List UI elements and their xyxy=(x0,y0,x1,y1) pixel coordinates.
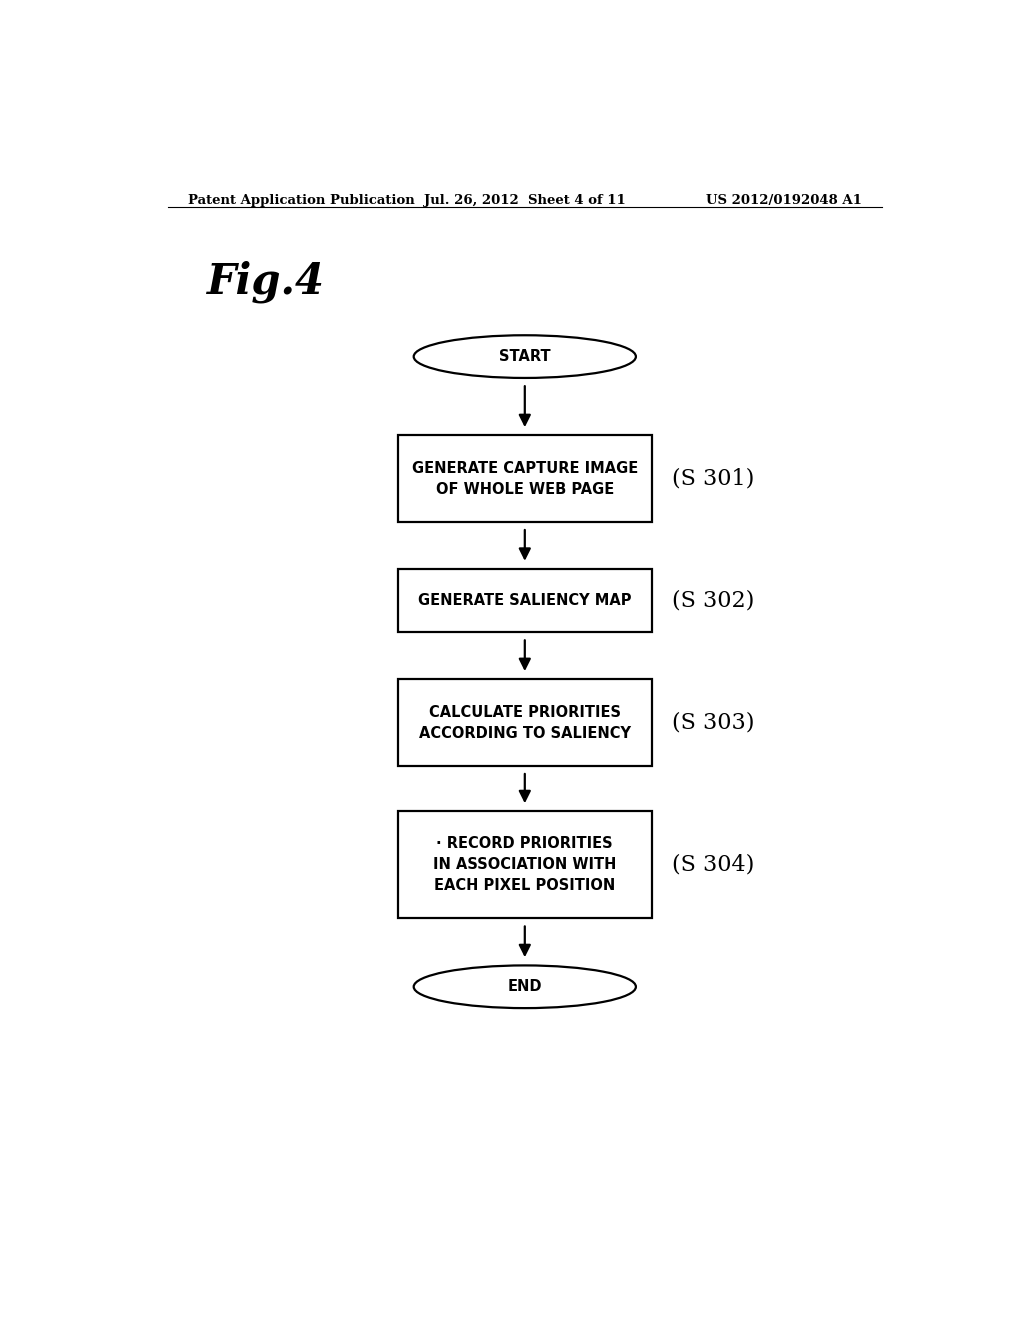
Ellipse shape xyxy=(414,335,636,378)
Text: START: START xyxy=(499,348,551,364)
Text: GENERATE CAPTURE IMAGE
OF WHOLE WEB PAGE: GENERATE CAPTURE IMAGE OF WHOLE WEB PAGE xyxy=(412,461,638,496)
Bar xyxy=(397,569,651,632)
Text: · RECORD PRIORITIES
IN ASSOCIATION WITH
EACH PIXEL POSITION: · RECORD PRIORITIES IN ASSOCIATION WITH … xyxy=(433,837,616,894)
Text: (S 301): (S 301) xyxy=(672,467,754,490)
Text: GENERATE SALIENCY MAP: GENERATE SALIENCY MAP xyxy=(418,593,632,609)
Text: US 2012/0192048 A1: US 2012/0192048 A1 xyxy=(707,194,862,207)
Bar xyxy=(397,812,651,919)
Bar xyxy=(397,436,651,521)
Text: (S 302): (S 302) xyxy=(672,590,754,611)
Ellipse shape xyxy=(414,965,636,1008)
Text: CALCULATE PRIORITIES
ACCORDING TO SALIENCY: CALCULATE PRIORITIES ACCORDING TO SALIEN… xyxy=(419,705,631,741)
Text: Jul. 26, 2012  Sheet 4 of 11: Jul. 26, 2012 Sheet 4 of 11 xyxy=(424,194,626,207)
Text: END: END xyxy=(508,979,542,994)
Bar xyxy=(397,680,651,766)
Text: Patent Application Publication: Patent Application Publication xyxy=(187,194,415,207)
Text: Fig.4: Fig.4 xyxy=(207,260,326,302)
Text: (S 304): (S 304) xyxy=(672,854,754,875)
Text: (S 303): (S 303) xyxy=(672,711,754,734)
